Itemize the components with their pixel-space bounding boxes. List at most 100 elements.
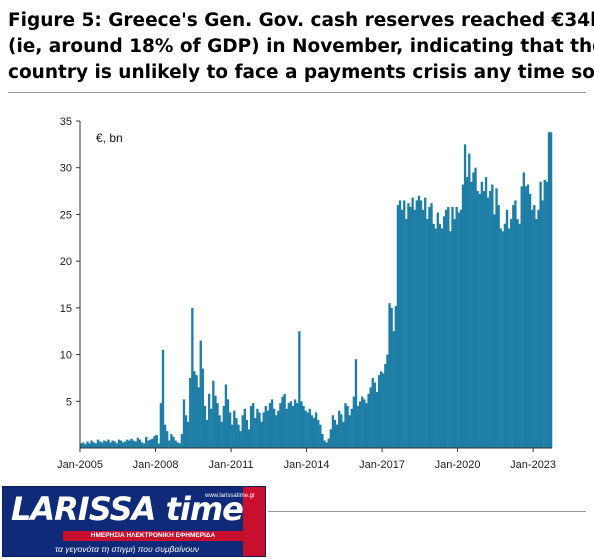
bar-88 <box>264 405 267 448</box>
bar-94 <box>277 410 280 448</box>
bar-175 <box>447 206 450 448</box>
bar-72 <box>231 424 234 448</box>
bar-176 <box>449 231 452 448</box>
chart-title: Figure 5: Greece's Gen. Gov. cash reserv… <box>8 8 594 86</box>
bar-221 <box>543 179 546 449</box>
bar-85 <box>258 412 261 448</box>
bar-130 <box>352 396 356 448</box>
bar-108 <box>306 412 309 448</box>
bar-13 <box>107 439 110 448</box>
bar-95 <box>279 403 282 448</box>
bar-109 <box>308 408 312 448</box>
bar-112 <box>314 412 318 448</box>
bar-148 <box>390 307 393 448</box>
bar-159 <box>413 209 416 448</box>
bar-161 <box>417 195 421 448</box>
bar-57 <box>199 340 202 448</box>
bar-132 <box>356 405 360 448</box>
bar-38 <box>159 403 163 448</box>
bar-151 <box>396 205 400 448</box>
bar-55 <box>195 375 198 448</box>
bar-1 <box>82 442 85 448</box>
bar-166 <box>428 206 431 448</box>
bar-143 <box>379 371 383 448</box>
x-tick-label-0: Jan-2005 <box>57 459 103 471</box>
bar-116 <box>323 440 326 448</box>
bar-77 <box>241 415 244 448</box>
bar-73 <box>233 410 236 448</box>
bar-110 <box>310 415 314 448</box>
bar-141 <box>375 391 379 448</box>
bar-199 <box>497 205 500 448</box>
bar-115 <box>321 433 324 448</box>
bar-194 <box>486 197 490 448</box>
bar-178 <box>453 219 456 448</box>
bar-97 <box>283 393 286 448</box>
bar-62 <box>210 408 213 448</box>
title-rule <box>8 92 586 93</box>
bar-45 <box>174 440 177 448</box>
y-tick-label-15: 15 <box>60 303 72 315</box>
bar-100 <box>289 401 293 448</box>
bar-7 <box>94 443 98 448</box>
bar-152 <box>398 200 402 448</box>
bar-60 <box>205 419 209 448</box>
bar-67 <box>220 421 223 448</box>
y-tick-label-30: 30 <box>60 163 72 175</box>
bar-183 <box>463 144 467 449</box>
bar-23 <box>128 440 131 448</box>
bar-122 <box>335 424 339 448</box>
bar-89 <box>266 410 270 448</box>
bar-174 <box>445 209 448 448</box>
bar-127 <box>346 405 349 448</box>
bar-195 <box>489 191 492 448</box>
bar-84 <box>256 408 259 448</box>
bar-212 <box>524 186 528 448</box>
bar-30 <box>142 443 146 448</box>
bar-50 <box>184 415 188 448</box>
y-axis: 5 10 15 20 25 30 35 <box>60 116 81 448</box>
bar-92 <box>273 408 276 448</box>
bar-189 <box>476 191 479 448</box>
bar-43 <box>170 433 173 448</box>
bar-186 <box>470 181 473 449</box>
x-tick-label-5: Jan-2020 <box>435 459 481 471</box>
bar-11 <box>103 440 106 448</box>
bar-24 <box>130 438 133 448</box>
y-axis-unit-label: €, bn <box>96 131 123 145</box>
larissatime-logo: LARISSA time www.larissatime.gr ΗΜΕΡΗΣΙΑ… <box>2 486 266 557</box>
bar-17 <box>115 443 119 448</box>
bar-26 <box>134 441 137 448</box>
bar-129 <box>350 408 353 448</box>
bar-81 <box>249 405 253 448</box>
bar-184 <box>465 177 469 448</box>
bar-96 <box>281 396 284 448</box>
bar-202 <box>503 223 507 448</box>
bar-102 <box>293 399 297 448</box>
x-tick-label-6: Jan-2023 <box>510 459 556 471</box>
bar-140 <box>373 382 377 448</box>
bar-87 <box>262 412 265 448</box>
bar-5 <box>90 440 93 448</box>
bar-117 <box>325 442 328 448</box>
bar-52 <box>189 377 192 448</box>
logo-url: www.larissatime.gr <box>204 493 255 499</box>
bar-135 <box>363 399 366 448</box>
bar-25 <box>132 440 135 448</box>
bar-0 <box>80 443 83 448</box>
bar-173 <box>442 216 446 448</box>
bar-131 <box>354 359 358 448</box>
bar-218 <box>537 209 540 448</box>
bar-31 <box>145 436 148 448</box>
x-tick-label-1: Jan-2008 <box>133 459 179 471</box>
bar-48 <box>180 433 184 448</box>
bar-153 <box>400 209 404 448</box>
bar-120 <box>331 415 335 448</box>
bar-196 <box>491 184 494 448</box>
bar-121 <box>333 419 337 448</box>
bar-213 <box>526 184 530 448</box>
logo-accent <box>243 487 265 556</box>
bar-198 <box>495 188 498 448</box>
bar-12 <box>105 441 108 448</box>
